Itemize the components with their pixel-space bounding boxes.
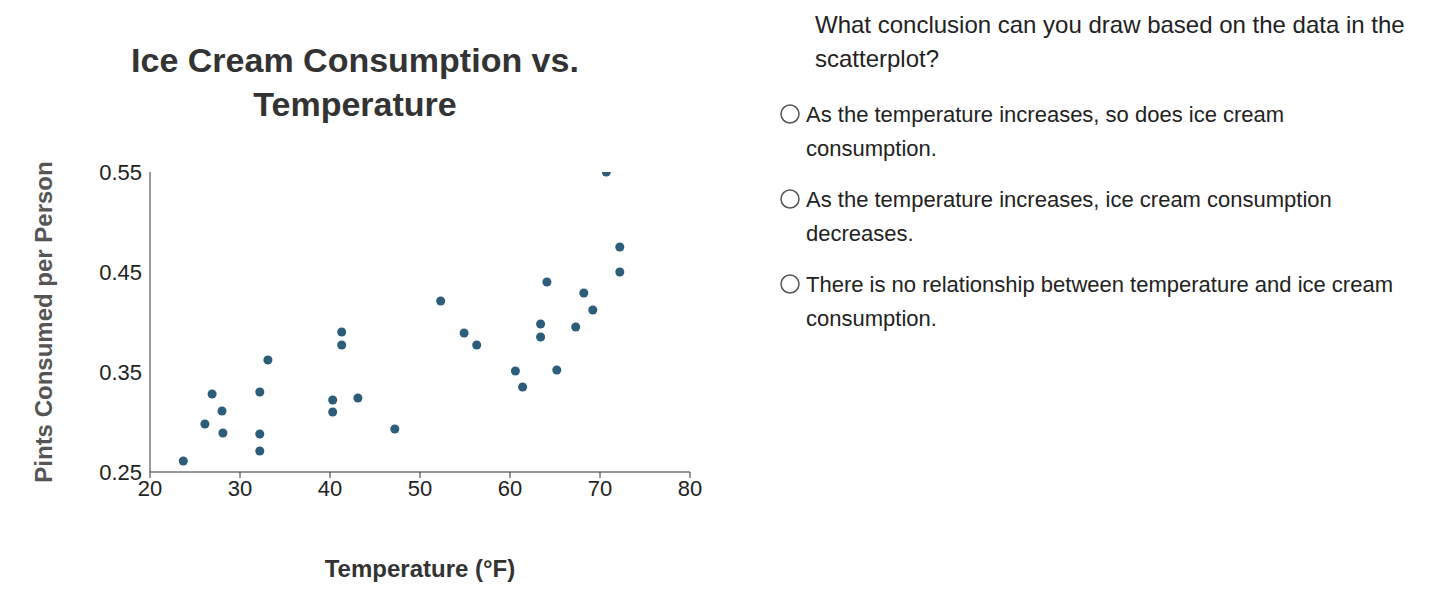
html-text:Temperature (°F): Temperature (°F) — [324, 555, 516, 582]
svg-text:0.45: 0.45 — [99, 260, 142, 285]
svg-text:0.25: 0.25 — [99, 460, 142, 485]
svg-text:0.35: 0.35 — [99, 360, 142, 385]
svg-text:50: 50 — [408, 476, 432, 501]
svg-text:80: 80 — [678, 476, 702, 501]
svg-text:60: 60 — [498, 476, 522, 501]
html-text:As the temperature increases,: As the temperature increases, ice cream … — [806, 187, 1332, 246]
html-text:As the temperature increases,: As the temperature increases, so does ic… — [806, 102, 1285, 161]
svg-text:0.55: 0.55 — [99, 160, 142, 185]
html-text:What conclusion can you draw b: What conclusion can you draw based on th… — [815, 11, 1405, 72]
svg-text:70: 70 — [588, 476, 612, 501]
html-text:There is no relationship betwe: There is no relationship between tempera… — [806, 272, 1393, 331]
svg-text:40: 40 — [318, 476, 342, 501]
svg-text:Pints Consumed per Person: Pints Consumed per Person — [30, 161, 57, 482]
html-text:Ice Cream Consumption vs. Temp: Ice Cream Consumption vs. Temperature — [131, 41, 579, 123]
svg-text:30: 30 — [228, 476, 252, 501]
svg-text:20: 20 — [137, 475, 163, 501]
